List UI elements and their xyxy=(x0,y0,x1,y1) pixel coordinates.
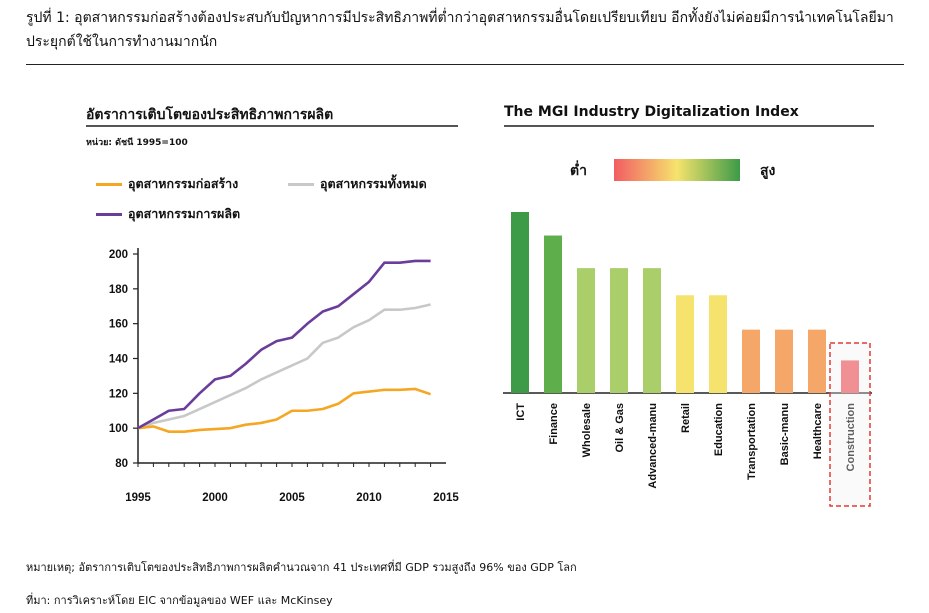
category-label: Healthcare xyxy=(812,403,824,459)
series-line-2 xyxy=(137,259,431,430)
category-label: ICT xyxy=(515,403,527,421)
x-tick-label: 2010 xyxy=(356,492,382,504)
category-label: Basic-manu xyxy=(779,403,791,465)
line-chart-unit-label: หน่วย: ดัชนี 1995=100 xyxy=(86,138,188,148)
bar-chart-title-rule xyxy=(504,125,874,127)
category-label: Wholesale xyxy=(581,403,593,457)
x-tick-label: 2005 xyxy=(279,492,305,504)
scale-low-label: ต่ำ xyxy=(570,163,587,179)
bar-education xyxy=(709,295,727,393)
scale-gradient-bar xyxy=(614,159,740,181)
y-tick-label: 80 xyxy=(115,458,128,470)
footnote-source: ที่มา: การวิเคราะห์โดย EIC จากข้อมูลของ … xyxy=(26,594,333,607)
category-label: Construction xyxy=(845,403,857,472)
legend-label-all-industries: อุตสาหกรรมทั้งหมด xyxy=(320,176,427,191)
caption-divider xyxy=(26,64,904,65)
legend-item-manufacturing: อุตสาหกรรมการผลิต xyxy=(96,204,240,224)
y-tick-label: 160 xyxy=(109,319,128,331)
bar-ict xyxy=(511,212,529,393)
x-tick-label: 2000 xyxy=(202,492,228,504)
category-label: Education xyxy=(713,403,725,456)
bar-advanced-manu xyxy=(643,268,661,393)
legend-item-all-industries: อุตสาหกรรมทั้งหมด xyxy=(288,174,427,194)
y-tick-label: 100 xyxy=(109,423,128,435)
bar-oil-gas xyxy=(610,268,628,393)
bar-chart-title: The MGI Industry Digitalization Index xyxy=(504,104,799,120)
category-label: Advanced-manu xyxy=(647,403,659,489)
bar-healthcare xyxy=(808,329,826,393)
y-tick-label: 200 xyxy=(109,249,128,261)
legend-swatch-manufacturing xyxy=(96,212,122,216)
category-label: Retail xyxy=(680,403,692,433)
footnote-note: หมายเหตุ; อัตราการเติบโตของประสิทธิภาพกา… xyxy=(26,561,577,574)
category-label: Oil & Gas xyxy=(614,403,626,453)
line-chart-title-rule xyxy=(86,125,458,127)
category-label: Transportation xyxy=(746,403,758,480)
bar-retail xyxy=(676,295,694,393)
bar-basic-manu xyxy=(775,329,793,393)
y-tick-label: 180 xyxy=(109,284,128,296)
category-label: Finance xyxy=(548,403,560,445)
legend-label-manufacturing: อุตสาหกรรมการผลิต xyxy=(128,206,241,221)
legend-label-construction: อุตสาหกรรมก่อสร้าง xyxy=(128,176,239,191)
y-tick-label: 140 xyxy=(109,354,128,366)
bar-transportation xyxy=(742,329,760,393)
legend-swatch-all-industries xyxy=(288,182,314,186)
scale-high-label: สูง xyxy=(760,163,776,179)
figure-caption: รูปที่ 1: อุตสาหกรรมก่อสร้างต้องประสบกับ… xyxy=(26,10,894,50)
line-chart-title: อัตราการเติบโตของประสิทธิภาพการผลิต xyxy=(86,107,334,123)
legend-swatch-construction xyxy=(96,182,122,186)
series-line-0 xyxy=(137,387,432,433)
series-line-1 xyxy=(137,303,431,430)
x-tick-label: 2015 xyxy=(433,492,459,504)
construction-highlight-box xyxy=(829,342,871,507)
y-tick-label: 120 xyxy=(109,388,128,400)
bar-construction xyxy=(841,360,859,393)
x-tick-label: 1995 xyxy=(125,492,151,504)
legend-item-construction: อุตสาหกรรมก่อสร้าง xyxy=(96,174,238,194)
bar-wholesale xyxy=(577,268,595,393)
bar-finance xyxy=(544,235,562,393)
